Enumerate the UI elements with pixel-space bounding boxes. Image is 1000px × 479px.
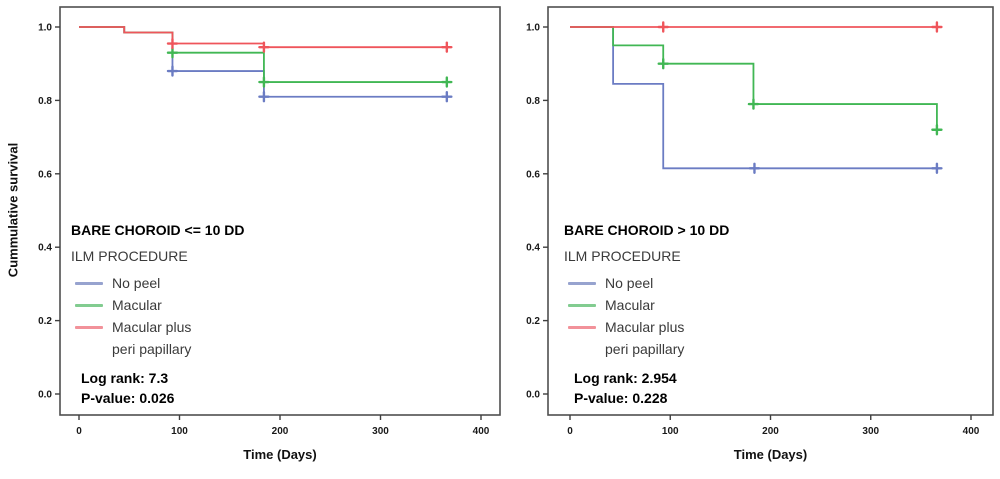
legend-item-macular: Macular [71, 294, 244, 316]
legend-item-macular-plus: Macular plus [564, 316, 729, 338]
svg-text:300: 300 [372, 426, 389, 437]
svg-text:200: 200 [762, 426, 779, 437]
svg-text:200: 200 [272, 426, 289, 437]
svg-text:1.0: 1.0 [526, 23, 540, 34]
legend-item-macular: Macular [564, 294, 729, 316]
svg-text:0.0: 0.0 [38, 390, 52, 401]
legend-right: No peel Macular Macular plus peri papill… [564, 272, 729, 360]
x-axis-label-left: Time (Days) [243, 447, 317, 462]
legend-label-macular-plus: Macular plus [112, 319, 192, 335]
macular-plus-line-icon [568, 325, 596, 329]
panel-title-left: BARE CHOROID <= 10 DD [71, 222, 245, 238]
svg-text:300: 300 [862, 426, 879, 437]
svg-text:0.8: 0.8 [526, 96, 540, 107]
legend-heading-right: ILM PROCEDURE [564, 248, 681, 264]
svg-text:100: 100 [662, 426, 679, 437]
svg-text:0.4: 0.4 [526, 243, 540, 254]
stats-left: Log rank: 7.3 P-value: 0.026 [81, 368, 244, 408]
svg-text:0.0: 0.0 [526, 390, 540, 401]
y-axis-label: Cummulative survival [5, 142, 21, 278]
log-rank-value-right: Log rank: 2.954 [574, 370, 677, 386]
log-rank-value-left: Log rank: 7.3 [81, 370, 169, 386]
legend-item-no-peel: No peel [71, 272, 244, 294]
svg-text:0.8: 0.8 [38, 96, 52, 107]
annotation-panel-right: BARE CHOROID > 10 DD ILM PROCEDURE No pe… [564, 220, 729, 408]
x-axis-label-right: Time (Days) [733, 447, 808, 462]
legend-label-macular: Macular [112, 297, 162, 313]
svg-text:100: 100 [171, 426, 188, 437]
legend-item-no-peel: No peel [564, 272, 729, 294]
p-value-left: P-value: 0.026 [81, 390, 175, 406]
svg-text:0.6: 0.6 [526, 169, 540, 180]
svg-text:1.0: 1.0 [38, 23, 52, 34]
annotation-panel-left: BARE CHOROID <= 10 DD ILM PROCEDURE No p… [71, 220, 244, 408]
svg-text:0.6: 0.6 [38, 169, 52, 180]
svg-text:400: 400 [963, 426, 980, 437]
stats-right: Log rank: 2.954 P-value: 0.228 [574, 368, 729, 408]
macular-line-icon [75, 303, 103, 307]
svg-text:0: 0 [76, 426, 82, 437]
svg-text:0.2: 0.2 [38, 316, 52, 327]
no-peel-line-icon [568, 281, 596, 285]
panel-title-right: BARE CHOROID > 10 DD [564, 222, 730, 238]
legend-item-macular-plus: Macular plus [71, 316, 244, 338]
svg-text:0.2: 0.2 [526, 316, 540, 327]
svg-text:0.4: 0.4 [38, 243, 52, 254]
macular-plus-line-icon [75, 325, 103, 329]
no-peel-line-icon [75, 281, 103, 285]
svg-text:400: 400 [473, 426, 490, 437]
legend-label-macular-plus-line2: peri papillary [112, 341, 192, 357]
legend-label-no-peel: No peel [112, 275, 161, 291]
legend-label-macular: Macular [605, 297, 655, 313]
legend-label-macular-plus: Macular plus [605, 319, 685, 335]
legend-label-no-peel: No peel [605, 275, 654, 291]
legend-label-macular-plus-line2: peri papillary [605, 341, 685, 357]
legend-left: No peel Macular Macular plus peri papill… [71, 272, 244, 360]
legend-heading-left: ILM PROCEDURE [71, 248, 188, 264]
svg-text:0: 0 [567, 426, 573, 437]
macular-line-icon [568, 303, 596, 307]
p-value-right: P-value: 0.228 [574, 390, 668, 406]
